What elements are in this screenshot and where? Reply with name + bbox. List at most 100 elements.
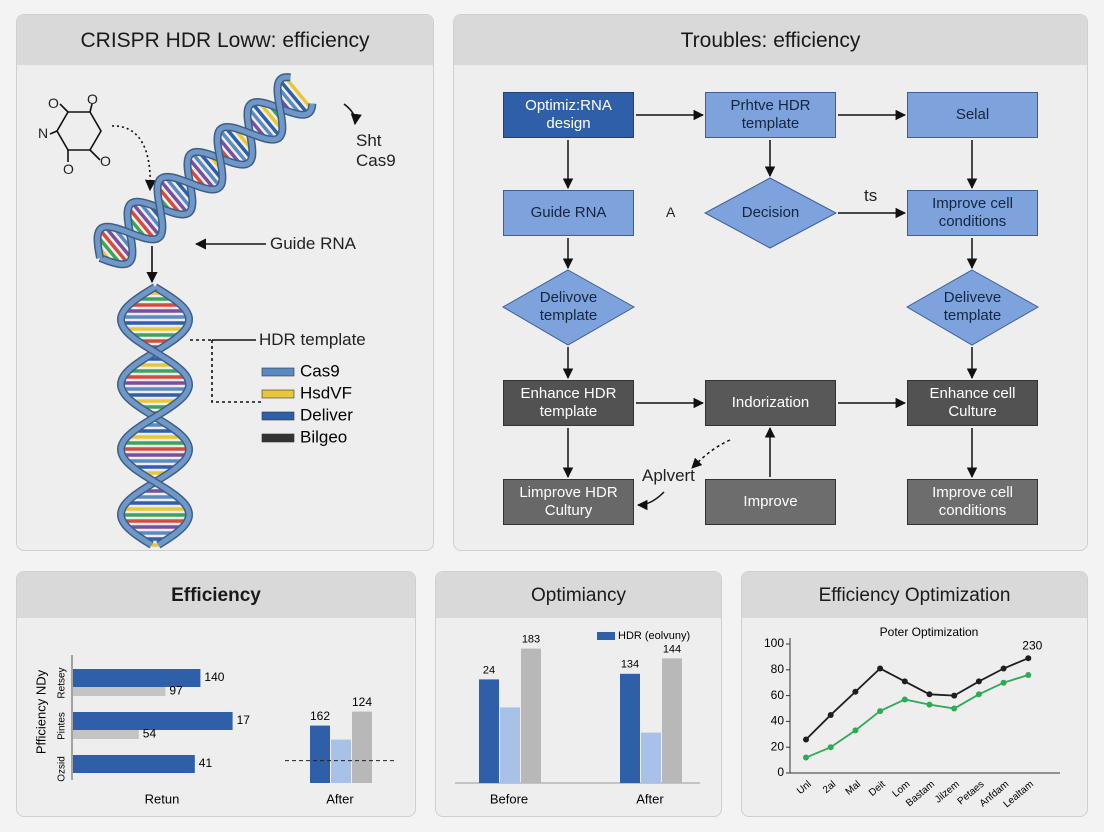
rung <box>163 175 193 210</box>
flow-node: Decision <box>741 204 800 221</box>
flow-node: Enhance cell Culture <box>907 380 1038 426</box>
bar <box>352 711 372 783</box>
flow-node: Improve cell conditions <box>907 479 1038 525</box>
point <box>1000 679 1007 686</box>
point <box>975 678 982 685</box>
rung <box>283 76 313 110</box>
strand <box>118 284 192 548</box>
flow-node: Indorization <box>705 380 836 426</box>
bar <box>331 739 351 783</box>
point <box>803 754 809 761</box>
axis-label: Pfficiency NDy <box>33 669 48 754</box>
molecule <box>49 103 362 403</box>
rung <box>158 178 190 215</box>
rung <box>127 206 157 241</box>
point <box>901 678 908 685</box>
rung <box>278 78 310 115</box>
y-tick-label: 40 <box>771 714 785 728</box>
annotation: ts <box>864 186 878 205</box>
point <box>901 696 908 703</box>
line <box>805 674 1029 759</box>
panel-title: Troubles: efficiency <box>454 15 1087 65</box>
flow-node: Limprove HDR Cultury <box>503 479 634 525</box>
bar-label: 183 <box>522 634 540 646</box>
flow-node: Improve cell conditions <box>907 190 1038 236</box>
y-tick-label: 80 <box>771 662 785 676</box>
legend-swatch <box>261 411 295 421</box>
bar-label: 17 <box>237 713 251 727</box>
bar <box>641 732 661 783</box>
bar <box>73 755 195 773</box>
dna-panel: CRISPR HDR Loww: efficiency <box>16 14 434 551</box>
bar-label: 162 <box>310 709 330 723</box>
atom: O <box>87 91 98 107</box>
flow-node: Enhance HDR template <box>503 380 634 426</box>
legend-label: HDR (eolvuny) <box>618 630 690 642</box>
bar-label: 134 <box>621 659 639 671</box>
legend-swatch <box>261 389 295 399</box>
legend-label: Cas9 <box>300 361 340 380</box>
bar-label: 144 <box>663 643 681 655</box>
rung <box>223 125 253 160</box>
rung <box>218 128 250 165</box>
panel-title: Efficiency Optimization <box>742 572 1087 618</box>
diamond <box>905 269 1040 346</box>
point <box>1025 671 1032 678</box>
bar-label: 140 <box>204 670 224 684</box>
bar-label: 24 <box>483 664 495 676</box>
bar <box>479 679 499 783</box>
point <box>926 691 933 698</box>
flow-node: Guide RNA <box>503 190 634 236</box>
x-label: After <box>636 791 664 806</box>
x-tick-label: Mal <box>844 779 863 798</box>
bar <box>310 725 330 783</box>
category-label: Pintes <box>57 712 68 740</box>
atom: O <box>100 153 111 169</box>
x-tick-label: Unl <box>795 779 814 797</box>
rung <box>250 101 282 138</box>
x-tick-label: Deit <box>867 779 888 799</box>
flow-node: Prhtve HDR template <box>705 92 836 138</box>
callout: Guide RNA <box>270 234 356 253</box>
point <box>975 691 982 698</box>
x-label: Retun <box>145 791 180 806</box>
bar <box>662 658 682 783</box>
point <box>827 711 834 718</box>
line <box>805 657 1029 741</box>
point <box>951 692 958 699</box>
end-label: 230 <box>1022 638 1042 652</box>
flow-node: Deliveve template <box>943 289 1002 324</box>
category-label: Ozsid <box>57 756 68 782</box>
diamond <box>703 177 838 249</box>
point <box>803 736 809 743</box>
point <box>852 688 859 695</box>
bar <box>73 687 166 696</box>
bar <box>73 669 201 687</box>
flow-node: Selal <box>907 92 1038 138</box>
atom: O <box>48 95 59 111</box>
strand <box>94 74 291 259</box>
bar <box>73 730 139 739</box>
point <box>827 744 834 751</box>
diamond <box>501 269 636 346</box>
point <box>877 665 884 672</box>
bar <box>521 648 541 783</box>
point <box>1000 665 1007 672</box>
bar <box>73 712 233 730</box>
rung <box>190 151 222 188</box>
bar <box>500 707 520 783</box>
annotation: A <box>666 204 676 220</box>
point <box>1025 655 1032 662</box>
y-tick-label: 100 <box>764 636 784 650</box>
legend-label: Bilgeo <box>300 427 347 446</box>
atom: N <box>38 125 49 141</box>
callout: HDR template <box>259 330 366 349</box>
rung <box>246 106 276 141</box>
bar-label: 54 <box>143 727 157 741</box>
panel-title: Optimiancy <box>436 572 721 618</box>
legend-swatch <box>597 632 615 640</box>
bar-label: 97 <box>169 684 183 698</box>
point <box>852 727 859 734</box>
